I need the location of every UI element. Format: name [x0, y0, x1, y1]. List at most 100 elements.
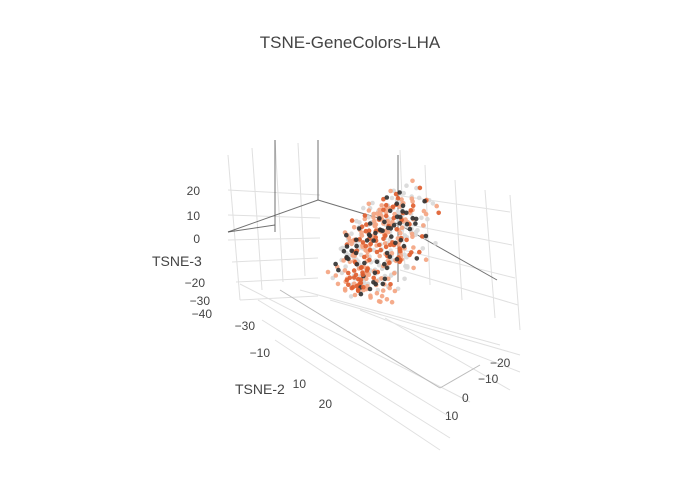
data-point — [362, 213, 368, 218]
data-point — [366, 208, 372, 213]
grid-line — [261, 319, 451, 439]
grid-line — [231, 257, 319, 263]
data-point — [366, 228, 372, 233]
data-point — [394, 256, 400, 262]
data-point — [370, 200, 375, 206]
data-point — [377, 216, 382, 221]
axis-labels: TSNE-3 TSNE-2 20100−20−30−40−30−101020−2… — [152, 184, 511, 423]
data-point — [404, 221, 410, 227]
x-tick-label: 10 — [445, 409, 459, 423]
data-point — [359, 230, 364, 236]
data-point — [363, 248, 368, 253]
grid-line — [235, 277, 319, 283]
data-point — [352, 292, 358, 298]
data-point — [422, 198, 427, 204]
data-point — [373, 230, 378, 236]
data-point — [376, 262, 382, 268]
data-point — [421, 223, 426, 228]
data-point — [414, 185, 419, 191]
data-point — [400, 203, 406, 208]
z-tick-label: 0 — [193, 232, 200, 246]
y-tick-label: 10 — [293, 377, 307, 391]
data-point — [425, 216, 430, 222]
data-point — [394, 214, 400, 220]
data-point — [381, 196, 386, 202]
data-point — [417, 185, 423, 191]
data-point — [381, 236, 386, 242]
data-point — [357, 237, 362, 242]
data-point — [423, 233, 429, 239]
data-point — [404, 237, 409, 243]
grid-line — [359, 309, 521, 373]
x-tick-label: −20 — [490, 356, 511, 370]
data-point — [384, 195, 390, 200]
data-point — [404, 183, 409, 188]
data-point — [399, 197, 404, 202]
data-point — [394, 227, 400, 232]
chart-title: TSNE-GeneColors-LHA — [259, 33, 441, 52]
data-point — [333, 273, 339, 278]
data-point — [410, 215, 416, 221]
data-point — [372, 218, 377, 224]
data-point — [385, 229, 391, 235]
grid-line — [239, 295, 319, 301]
data-point — [386, 276, 391, 282]
data-point — [430, 201, 436, 206]
data-point — [348, 294, 354, 299]
data-point — [410, 203, 416, 208]
data-point — [371, 280, 376, 285]
data-point — [382, 261, 387, 267]
data-point — [358, 252, 364, 258]
data-point — [387, 242, 393, 248]
data-point — [346, 282, 351, 288]
grid-line — [394, 247, 516, 279]
data-point — [389, 299, 395, 305]
data-point — [364, 268, 370, 273]
grid-line — [424, 164, 431, 286]
data-point — [394, 201, 400, 206]
data-point — [367, 257, 372, 263]
data-point — [364, 238, 370, 243]
data-point — [382, 241, 388, 246]
data-point — [362, 254, 367, 260]
data-point — [366, 232, 372, 237]
data-point — [361, 205, 366, 211]
data-point — [411, 245, 416, 250]
data-point — [343, 264, 348, 269]
data-point — [393, 191, 399, 197]
data-point — [342, 268, 348, 273]
x-tick-label: 0 — [462, 391, 469, 405]
data-point — [351, 225, 357, 230]
data-point — [367, 247, 373, 253]
z-tick-label: 20 — [187, 184, 201, 198]
data-point — [355, 287, 361, 293]
data-point — [380, 281, 386, 287]
data-point — [367, 286, 373, 292]
y-tick-label: −10 — [250, 346, 271, 360]
z-tick-label: 10 — [187, 209, 201, 223]
data-point — [387, 208, 393, 214]
data-point — [350, 285, 356, 290]
data-point — [393, 240, 398, 246]
axis-edge — [439, 364, 481, 389]
grid-line — [227, 154, 241, 301]
data-point — [383, 244, 389, 250]
data-point — [390, 204, 396, 210]
grid-layer — [227, 139, 521, 451]
data-point — [346, 270, 351, 276]
data-point — [371, 247, 377, 253]
data-point — [371, 215, 376, 220]
data-point — [349, 218, 355, 223]
data-point — [377, 253, 383, 259]
data-point — [414, 256, 420, 261]
data-point — [410, 234, 415, 240]
data-point — [377, 242, 382, 248]
data-point — [433, 241, 438, 246]
data-point — [380, 288, 386, 293]
data-point — [354, 262, 360, 267]
data-point — [409, 250, 414, 255]
z-tick-label: −30 — [190, 294, 211, 308]
grid-line — [329, 299, 521, 356]
grid-line — [299, 289, 501, 346]
